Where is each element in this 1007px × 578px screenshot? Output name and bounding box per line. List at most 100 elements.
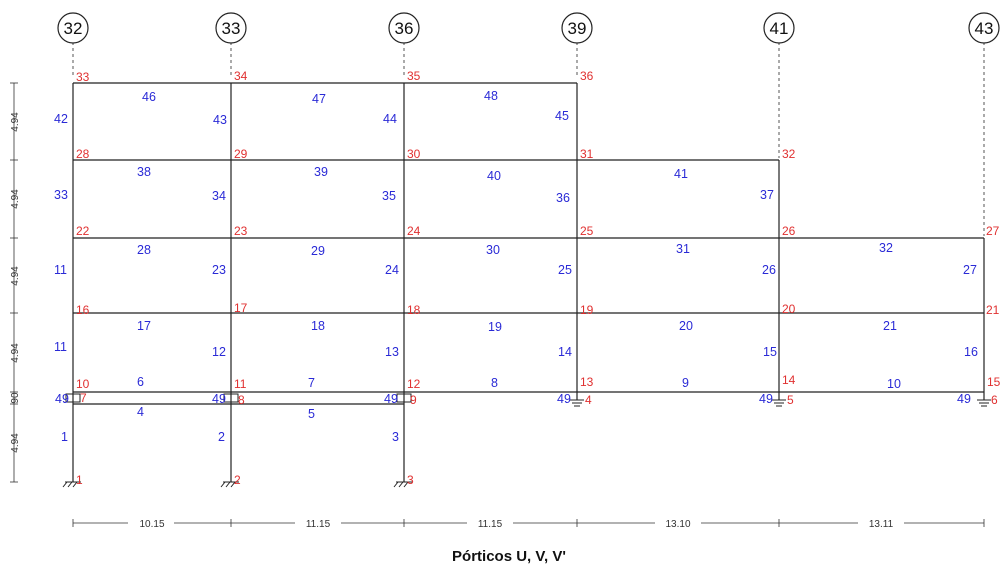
link-label: 49 [212,392,226,406]
node-label: 2 [234,473,241,487]
element-label: 24 [385,263,399,277]
bay-width-2: 11.15 [306,519,331,530]
axis-41-bubble [763,12,795,44]
element-label: 12 [212,345,226,359]
node-label: 14 [782,373,796,387]
axis-33-label: 33 [222,19,241,38]
node-label: 1 [76,473,83,487]
node-label: 15 [987,375,1001,389]
element-label: 14 [558,345,572,359]
node-label: 23 [234,224,248,238]
axis-32-bubble [57,12,89,44]
bay-width-5: 13.11 [869,519,894,530]
axis-36-label: 36 [395,19,414,38]
node-label: 33 [76,70,90,84]
node-label: 19 [580,303,594,317]
element-label: 36 [556,191,570,205]
axis-39: 39 [561,12,593,75]
dim-label-bg [858,517,904,528]
node-label: 36 [580,69,594,83]
axis-39-label: 39 [568,19,587,38]
element-label: 13 [385,345,399,359]
axis-43-bubble [968,12,1000,44]
node-label: 34 [234,69,248,83]
fixed-support-node-3 [393,481,412,488]
link-label: 49 [759,392,773,406]
node-label: 18 [407,303,421,317]
element-label: 35 [382,189,396,203]
axis-41: 41 [763,12,795,158]
element-label: 17 [137,319,151,333]
element-label: 21 [883,319,897,333]
element-label: 30 [486,243,500,257]
element-label: 7 [308,376,315,390]
node-label: 24 [407,224,421,238]
element-label: 3 [392,430,399,444]
node-label: 11 [234,377,247,391]
element-label: 38 [137,165,151,179]
element-label: 25 [558,263,572,277]
diagram-caption: Pórticos U, V, V' [452,548,566,565]
element-label: 43 [213,113,227,127]
spring-support-node-4 [570,399,584,407]
element-label: 46 [142,90,156,104]
element-label: 45 [555,109,569,123]
node-label: 3 [407,473,414,487]
element-label: 33 [54,188,68,202]
node-label: 28 [76,147,90,161]
element-label: 11 [54,340,67,354]
fixed-support-node-1 [62,481,81,488]
axis-43-label: 43 [975,19,994,38]
spring-support-node-6 [977,399,991,407]
axis-33-bubble [215,12,247,44]
element-label: 23 [212,263,226,277]
node-label: 21 [986,303,1000,317]
element-label: 28 [137,243,151,257]
bay-width-3: 11.15 [478,519,503,530]
link-labels: 49 49 49 49 49 49 [55,392,971,406]
axis-39-bubble [561,12,593,44]
node-label: 10 [76,377,90,391]
node-label: 29 [234,147,248,161]
node-label: 27 [986,224,1000,238]
bay-width-1: 10.15 [139,519,164,530]
height-label-1: 4.94 [10,433,21,453]
axis-36: 36 [388,12,420,75]
dim-label-bg [655,517,701,528]
beams [73,82,984,405]
element-label: 26 [762,263,776,277]
link-symbol [396,393,412,403]
supports [62,399,991,488]
element-label: 29 [311,244,325,258]
axis-32-label: 32 [64,19,83,38]
element-label: 20 [679,319,693,333]
node-label: 26 [782,224,796,238]
element-label: 4 [137,405,144,419]
element-label: 44 [383,112,397,126]
height-label-5: 4.94 [10,189,21,209]
element-label: 39 [314,165,328,179]
node-label: 20 [782,302,796,316]
link-label: 49 [384,392,398,406]
element-label: 5 [308,407,315,421]
dim-label-bg [467,517,513,528]
axis-33: 33 [215,12,247,75]
node-label: 31 [580,147,594,161]
element-label: 15 [763,345,777,359]
element-label: 2 [218,430,225,444]
link-symbol [65,393,81,403]
element-label: 42 [54,112,68,126]
element-label: 47 [312,92,326,106]
dim-label-bg [128,517,174,528]
node-label: 5 [787,393,794,407]
axis-36-bubble [388,12,420,44]
node-label: 22 [76,224,90,238]
height-label-6: 4.94 [10,112,21,132]
axis-43: 43 [968,12,1000,236]
link-label: 49 [557,392,571,406]
height-label-3: 4.94 [10,343,21,363]
element-label: 34 [212,189,226,203]
element-label: 8 [491,376,498,390]
